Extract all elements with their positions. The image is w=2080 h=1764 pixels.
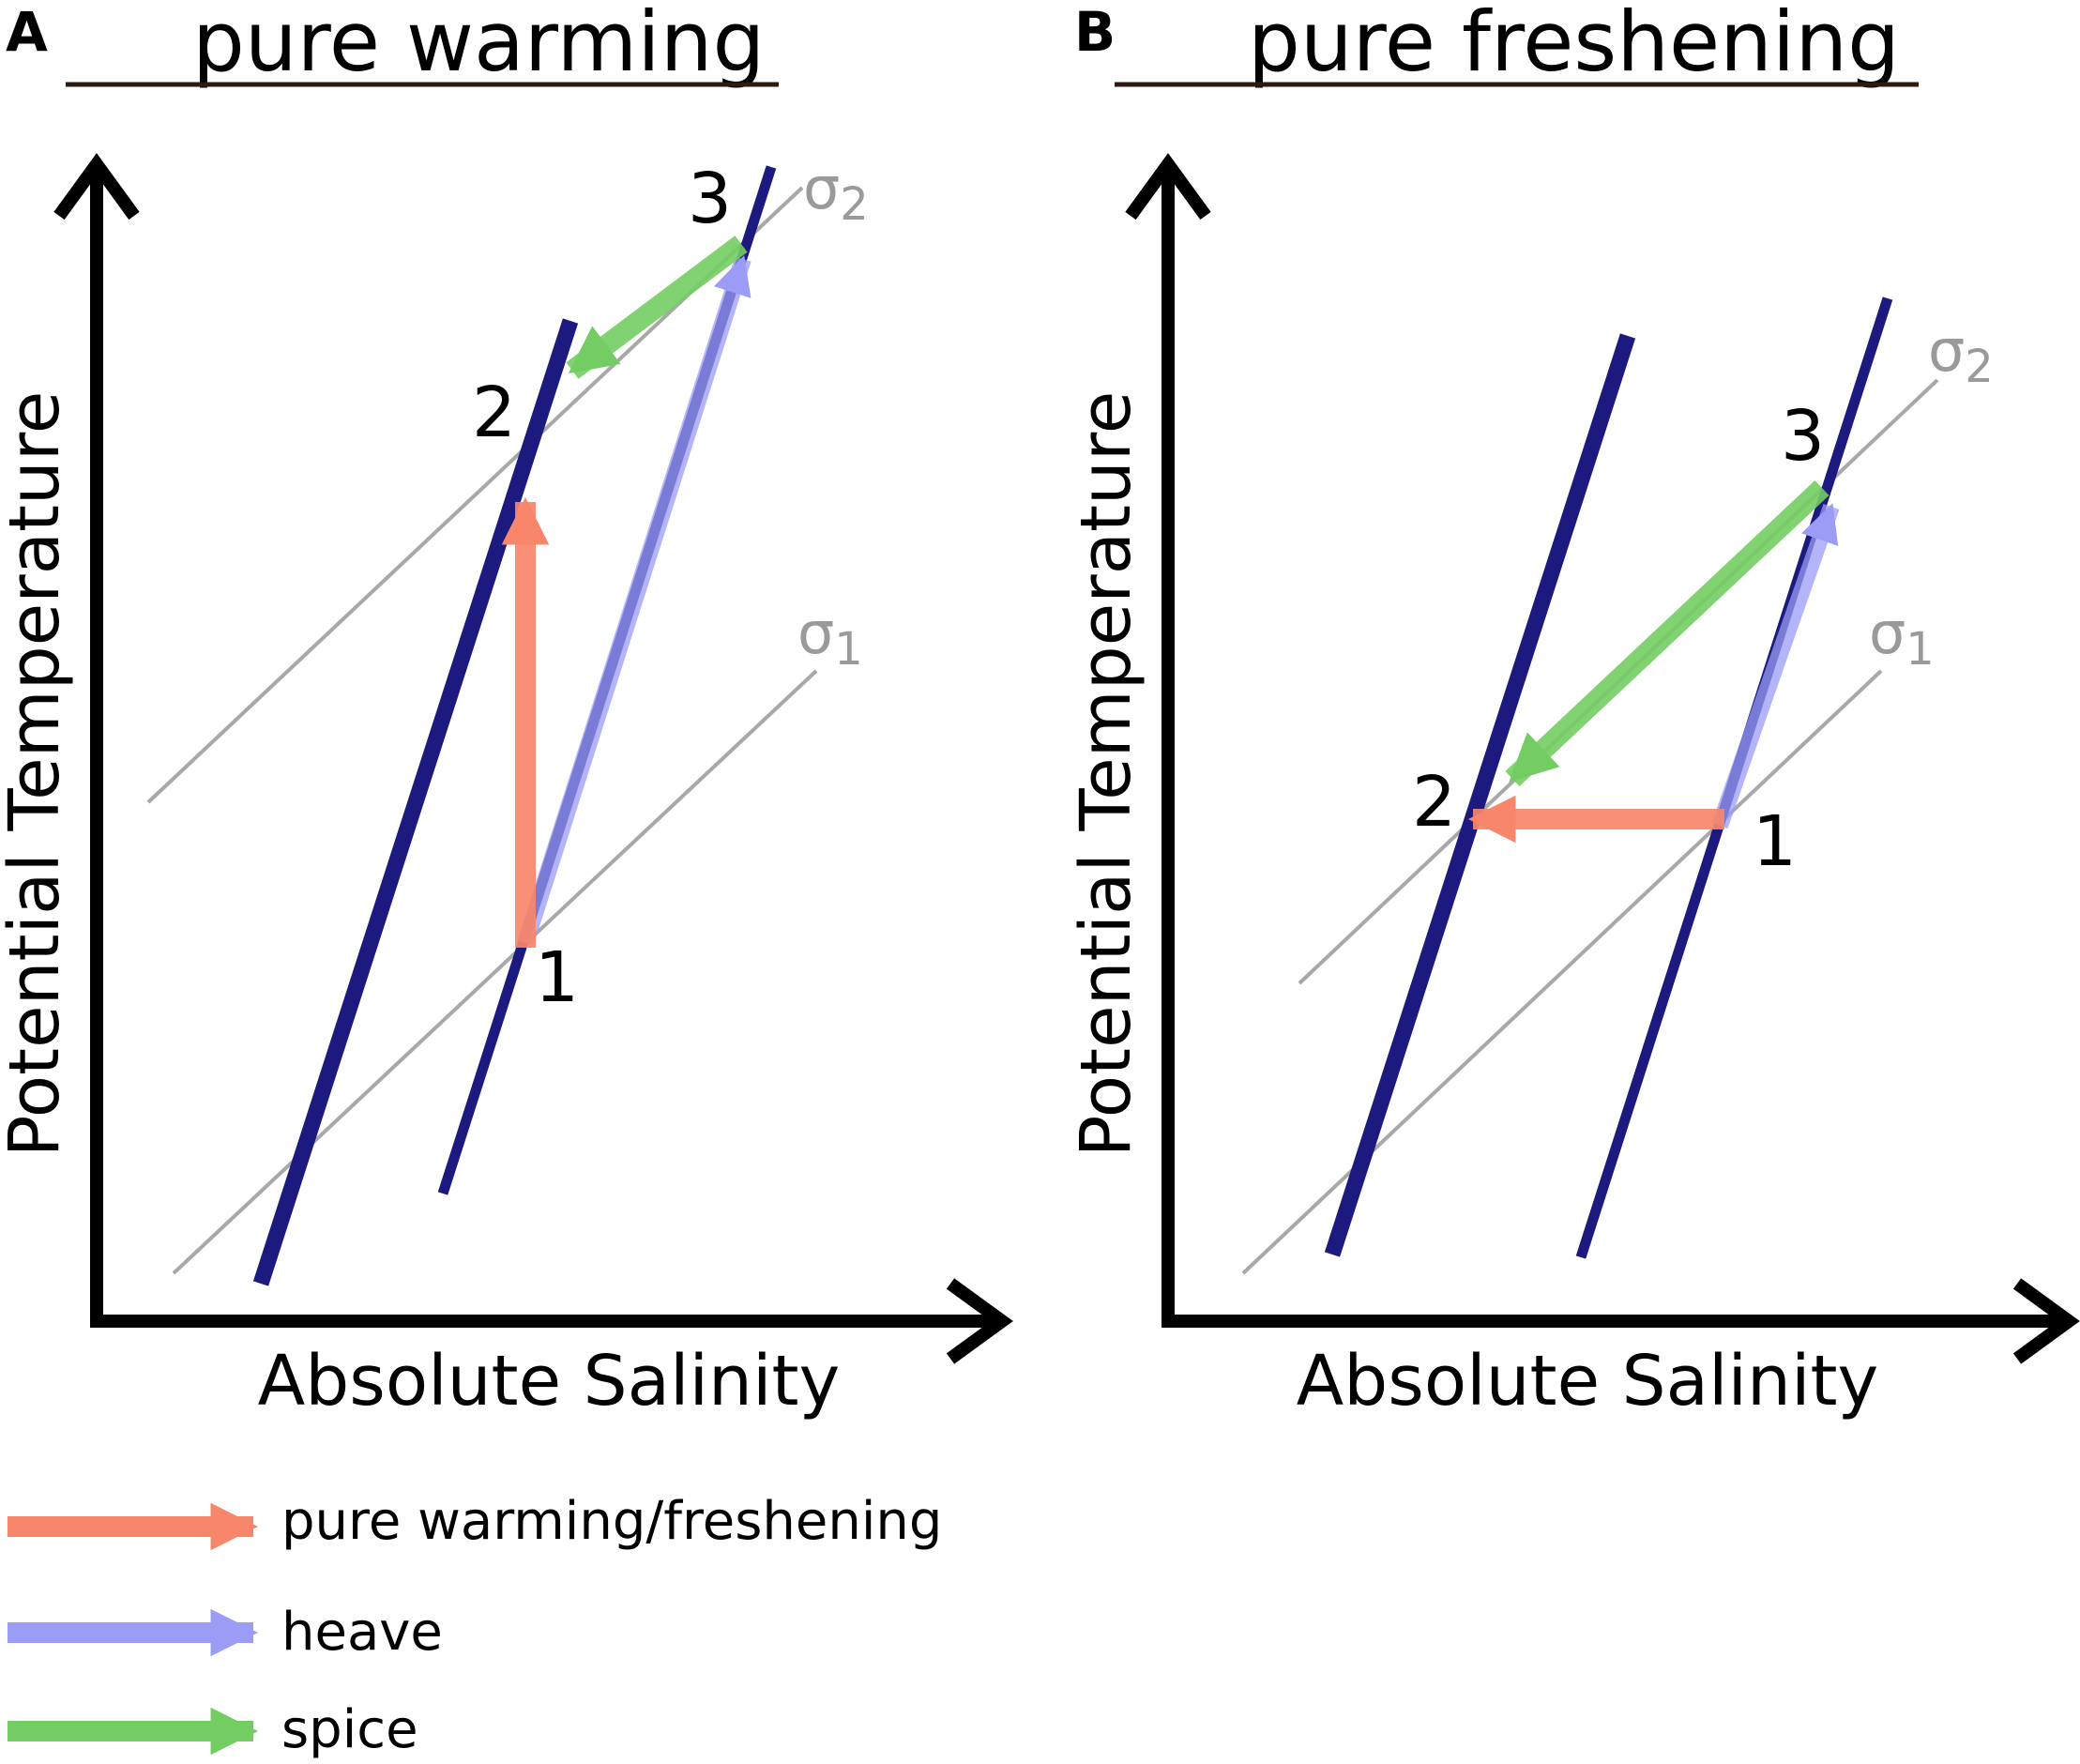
legend: pure warming/freshening heave spice [8, 1491, 942, 1760]
panel-b-sigma2-symbol: σ [1928, 316, 1965, 385]
panel-a: A pure warming Potential Temperature Abs… [0, 0, 1013, 1422]
panel-a-sigma1-symbol: σ [797, 599, 834, 667]
panel-b-isopycnal-sigma1 [1241, 669, 1883, 1275]
panel-b-title: pure freshening [1248, 0, 1900, 90]
panel-b-axes [1161, 164, 2059, 1328]
legend-label-pure-warming-freshening: pure warming/freshening [281, 1491, 942, 1552]
panel-b-point-2-label: 2 [1412, 762, 1456, 843]
panel-a-y-arrowhead [53, 153, 140, 220]
panel-a-x-arrowhead [946, 1278, 1013, 1364]
panel-b-point-1-label: 1 [1753, 801, 1797, 882]
panel-a-sigma2-label: σ2 [803, 154, 869, 231]
legend-item-heave: heave [8, 1602, 443, 1663]
panel-b-heave-arrow [1711, 503, 1840, 829]
panel-a-spice-line-left [252, 318, 579, 1286]
panel-a-sigma1-label: σ1 [797, 599, 863, 676]
panel-a-x-axis-label: Absolute Salinity [258, 1341, 841, 1422]
panel-b: B pure freshening Potential Temperature … [1066, 0, 2080, 1422]
panel-a-sigma2-subscript: 2 [840, 178, 869, 231]
panel-a-title: pure warming [192, 0, 765, 90]
panel-b-point-3-label: 3 [1781, 396, 1825, 477]
legend-item-spice: spice [8, 1699, 418, 1760]
panel-a-sigma2-symbol: σ [803, 154, 840, 222]
panel-b-letter: B [1074, 0, 1116, 64]
panel-b-sigma2-label: σ2 [1928, 316, 1994, 393]
panel-b-sigma2-subscript: 2 [1965, 341, 1994, 393]
legend-label-heave: heave [281, 1602, 443, 1663]
panel-a-letter: A [6, 0, 48, 64]
panel-b-x-arrowhead [2012, 1278, 2080, 1364]
panel-a-isopycnal-sigma1 [172, 669, 818, 1275]
panel-b-y-axis-label: Potential Temperature [1066, 391, 1146, 1157]
panel-a-point-1-label: 1 [535, 937, 579, 1018]
panel-b-x-axis-label: Absolute Salinity [1297, 1341, 1879, 1422]
panel-a-axes [90, 164, 994, 1328]
legend-label-spice: spice [281, 1699, 418, 1760]
panel-a-spice-arrow [566, 236, 748, 379]
panel-a-point-2-label: 2 [472, 373, 516, 453]
panel-b-spice-line-left [1324, 333, 1636, 1257]
panel-b-y-arrowhead [1125, 153, 1211, 220]
panel-a-heave-arrow [517, 255, 752, 946]
panel-b-sigma1-label: σ1 [1869, 599, 1935, 676]
panel-b-sigma1-subscript: 1 [1905, 623, 1935, 676]
panel-a-y-axis-label: Potential Temperature [0, 391, 75, 1157]
panel-a-sigma1-subscript: 1 [834, 623, 863, 676]
legend-item-pure-warming-freshening: pure warming/freshening [8, 1491, 942, 1552]
panel-b-sigma1-symbol: σ [1869, 599, 1905, 667]
panel-a-point-3-label: 3 [688, 159, 732, 239]
panel-b-spice-arrow [1505, 479, 1829, 787]
